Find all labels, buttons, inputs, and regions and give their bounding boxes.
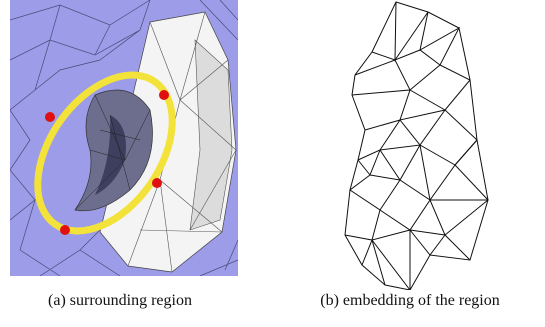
caption: (b) embedding of the region (320, 292, 500, 310)
figure-images (0, 0, 545, 290)
figure: (a) surrounding region (b) embedding of … (0, 0, 545, 327)
embedding-mesh (345, 2, 488, 290)
caption: (a) surrounding region (48, 292, 192, 310)
surrounding-region-image (10, 0, 238, 276)
